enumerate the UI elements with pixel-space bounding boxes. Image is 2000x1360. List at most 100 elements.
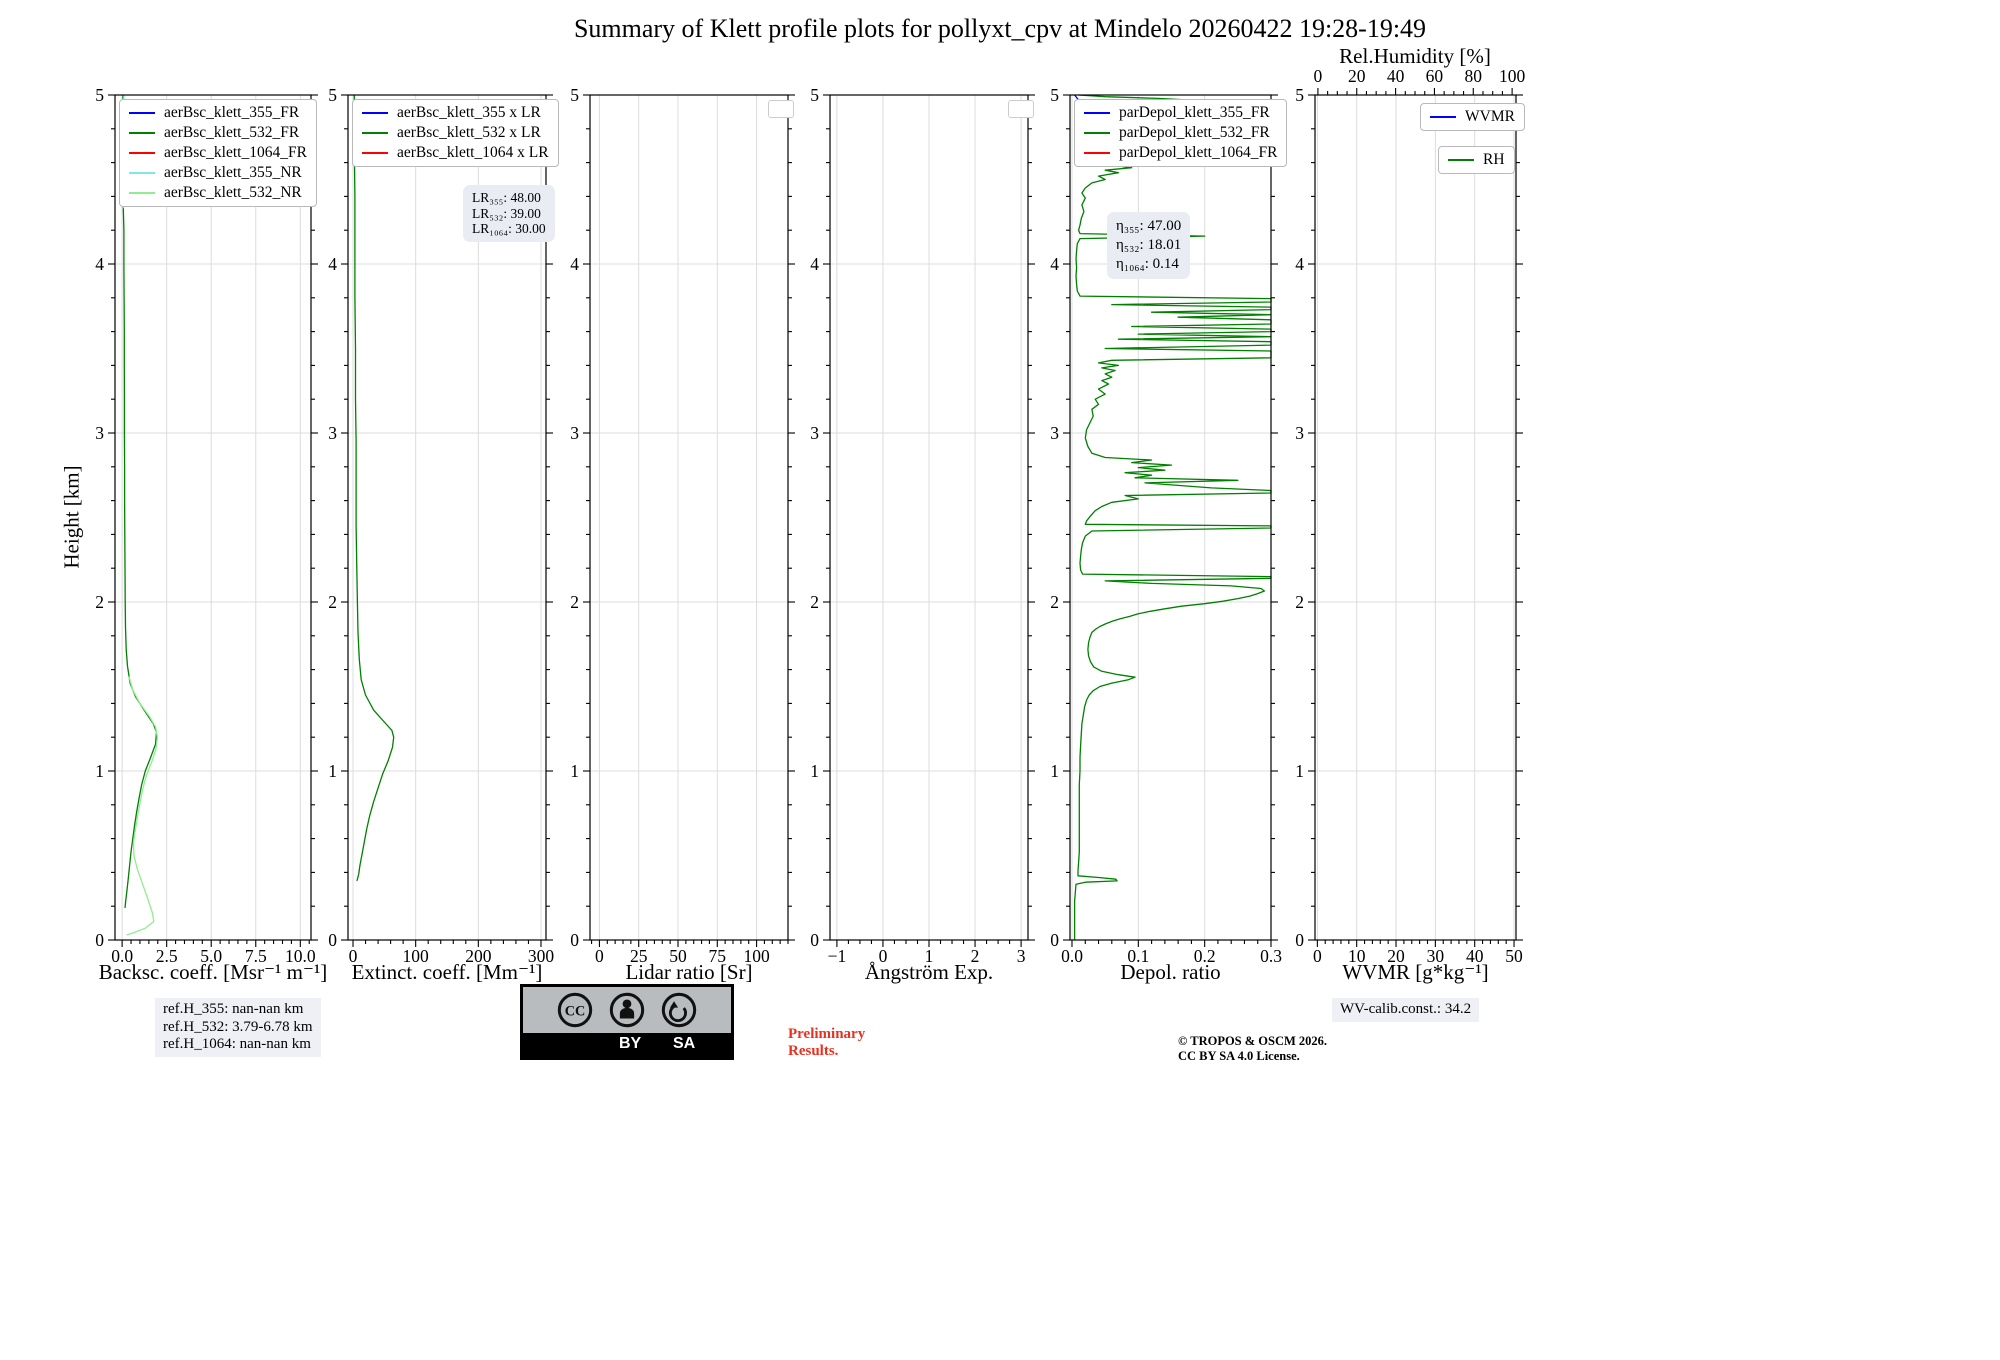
svg-text:60: 60 xyxy=(1426,66,1444,86)
svg-text:2: 2 xyxy=(570,592,579,612)
svg-text:0.3: 0.3 xyxy=(1260,946,1282,966)
lidar-ratio-empty-legend xyxy=(768,100,794,118)
refheight-box: ref.H_355: nan-nan km ref.H_532: 3.79-6.… xyxy=(155,998,321,1057)
svg-text:5: 5 xyxy=(1295,85,1304,105)
svg-text:3: 3 xyxy=(570,423,579,443)
svg-text:2: 2 xyxy=(810,592,819,612)
svg-text:3: 3 xyxy=(328,423,337,443)
eta-355-value: η₃₅₅: 47.00 xyxy=(1116,218,1182,234)
svg-text:5: 5 xyxy=(328,85,337,105)
svg-text:0: 0 xyxy=(1313,946,1322,966)
legend-label: aerBsc_klett_355_FR xyxy=(164,104,300,121)
svg-text:20: 20 xyxy=(1387,946,1405,966)
legend-item: aerBsc_klett_355_NR xyxy=(129,164,307,181)
legend-label: aerBsc_klett_532_FR xyxy=(164,124,300,141)
svg-text:5: 5 xyxy=(570,85,579,105)
preliminary-note: Preliminary Results. xyxy=(788,1026,865,1060)
wv-calib-value: WV-calib.const.: 34.2 xyxy=(1340,1001,1472,1017)
svg-text:3: 3 xyxy=(1295,423,1304,443)
svg-text:0.2: 0.2 xyxy=(1194,946,1216,966)
eta-532-value: η₅₃₂: 18.01 xyxy=(1116,237,1182,253)
ref-h-532: ref.H_532: 3.79-6.78 km xyxy=(163,1018,313,1035)
svg-text:3: 3 xyxy=(1017,946,1026,966)
svg-text:−1: −1 xyxy=(828,946,847,966)
svg-text:50: 50 xyxy=(669,946,687,966)
svg-text:5: 5 xyxy=(1050,85,1059,105)
legend-item: aerBsc_klett_355_FR xyxy=(129,104,307,121)
backscatter-legend: aerBsc_klett_355_FR aerBsc_klett_532_FR … xyxy=(119,99,317,207)
svg-text:100: 100 xyxy=(403,946,430,966)
svg-text:0: 0 xyxy=(349,946,358,966)
cc-license-badge: CC BY SA xyxy=(520,984,734,1060)
svg-text:0: 0 xyxy=(1050,930,1059,950)
series-aerBsc_klett_532_x_LR xyxy=(353,95,395,882)
svg-text:50: 50 xyxy=(1505,946,1523,966)
legend-line-swatch xyxy=(362,112,388,114)
lr-1064-value: LR₁₀₆₄: 30.00 xyxy=(472,221,546,236)
svg-text:2: 2 xyxy=(971,946,980,966)
cc-sa-label: SA xyxy=(673,1035,696,1052)
legend-label: parDepol_klett_532_FR xyxy=(1119,124,1270,141)
svg-text:2: 2 xyxy=(1050,592,1059,612)
svg-text:CC: CC xyxy=(565,1004,586,1020)
svg-text:3: 3 xyxy=(1050,423,1059,443)
angstrom-xlabel: Ångström Exp. xyxy=(864,960,994,984)
svg-text:1: 1 xyxy=(1295,761,1304,781)
legend-label: WVMR xyxy=(1465,108,1515,125)
svg-text:25: 25 xyxy=(630,946,648,966)
legend-item: aerBsc_klett_532 x LR xyxy=(362,124,549,141)
legend-line-swatch xyxy=(129,172,155,174)
svg-text:4: 4 xyxy=(810,254,819,274)
legend-line-swatch xyxy=(1084,112,1110,114)
svg-text:200: 200 xyxy=(465,946,492,966)
svg-text:40: 40 xyxy=(1387,66,1405,86)
legend-label: aerBsc_klett_355_NR xyxy=(164,164,302,181)
legend-label: aerBsc_klett_1064_FR xyxy=(164,144,307,161)
svg-text:1: 1 xyxy=(570,761,579,781)
svg-text:1: 1 xyxy=(1050,761,1059,781)
legend-item: WVMR xyxy=(1430,108,1515,125)
svg-text:4: 4 xyxy=(570,254,579,274)
legend-label: RH xyxy=(1483,151,1505,168)
legend-line-swatch xyxy=(129,132,155,134)
svg-text:4: 4 xyxy=(328,254,337,274)
legend-item: parDepol_klett_355_FR xyxy=(1084,104,1277,121)
svg-text:0: 0 xyxy=(1314,66,1323,86)
wvmr-xlabel: WVMR [g*kg⁻¹] xyxy=(1342,960,1489,984)
svg-text:100: 100 xyxy=(1499,66,1526,86)
lidar-ratio-plot: 0 25 50 75 100 0 1 2 3 4 5 xyxy=(570,85,795,966)
legend-line-swatch xyxy=(129,192,155,194)
rel-humidity-axis-label: Rel.Humidity [%] xyxy=(1339,44,1491,68)
legend-item: aerBsc_klett_355 x LR xyxy=(362,104,549,121)
figure-title: Summary of Klett profile plots for polly… xyxy=(573,14,1427,43)
ref-h-1064: ref.H_1064: nan-nan km xyxy=(163,1036,311,1052)
eta-annotation: η₃₅₅: 47.00 η₅₃₂: 18.01 η₁₀₆₄: 0.14 xyxy=(1107,212,1191,279)
legend-item: parDepol_klett_1064_FR xyxy=(1084,144,1277,161)
legend-item: RH xyxy=(1448,151,1505,168)
cc-by-label: BY xyxy=(619,1035,642,1052)
svg-text:4: 4 xyxy=(1295,254,1304,274)
legend-line-swatch xyxy=(129,112,155,114)
sa-arrow-icon xyxy=(661,992,697,1028)
svg-text:0.0: 0.0 xyxy=(1061,946,1083,966)
rh-legend: RH xyxy=(1438,146,1515,174)
svg-text:20: 20 xyxy=(1348,66,1366,86)
svg-text:75: 75 xyxy=(709,946,727,966)
height-axis-label: Height [km] xyxy=(59,465,84,569)
series-aerBsc_klett_532_FR xyxy=(122,94,158,908)
wvmr-legend: WVMR xyxy=(1420,103,1525,131)
series-parDepol_klett_532_FR xyxy=(1073,94,1272,940)
extinction-legend: aerBsc_klett_355 x LR aerBsc_klett_532 x… xyxy=(352,99,559,167)
legend-line-swatch xyxy=(1448,159,1474,161)
legend-item: parDepol_klett_532_FR xyxy=(1084,124,1277,141)
svg-text:2: 2 xyxy=(95,592,104,612)
svg-text:0: 0 xyxy=(328,930,337,950)
svg-text:5: 5 xyxy=(810,85,819,105)
legend-label: aerBsc_klett_532_NR xyxy=(164,184,302,201)
preliminary-line2: Results. xyxy=(788,1043,839,1059)
copyright-line1: © TROPOS & OSCM 2026. xyxy=(1178,1034,1328,1048)
legend-label: aerBsc_klett_1064 x LR xyxy=(397,144,549,161)
svg-text:1: 1 xyxy=(810,761,819,781)
